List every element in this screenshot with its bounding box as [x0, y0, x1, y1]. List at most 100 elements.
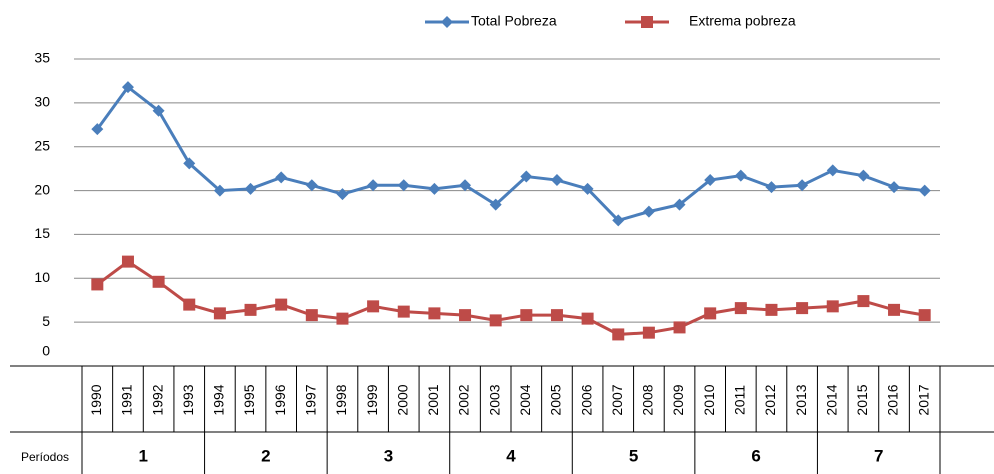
- point: [428, 307, 441, 320]
- x-tick-label: 2003: [486, 384, 502, 415]
- point: [765, 181, 778, 194]
- point: [397, 179, 410, 192]
- point: [305, 179, 318, 192]
- legend-label: Total Pobreza: [471, 13, 557, 29]
- x-tick-label: 1991: [119, 384, 135, 415]
- point: [459, 309, 472, 322]
- period-label: 5: [629, 446, 638, 465]
- x-tick-label: 2002: [456, 384, 472, 415]
- x-tick-label: 2011: [732, 385, 748, 415]
- point: [152, 104, 165, 117]
- point: [641, 16, 653, 28]
- point: [550, 174, 563, 187]
- point: [734, 169, 747, 182]
- point: [796, 179, 809, 192]
- point: [459, 179, 472, 192]
- point: [612, 214, 625, 227]
- point: [888, 303, 901, 316]
- point: [673, 198, 686, 211]
- point: [918, 309, 931, 322]
- period-label: 1: [139, 446, 148, 465]
- y-tick-label: 20: [34, 181, 50, 197]
- y-tick-label: 0: [42, 343, 50, 359]
- x-tick-label: 2009: [670, 384, 686, 415]
- point: [275, 171, 288, 184]
- point: [367, 300, 380, 313]
- series-line: [96, 84, 925, 223]
- x-tick-label: 2000: [394, 384, 410, 415]
- period-label: 4: [506, 446, 516, 465]
- point: [673, 321, 686, 334]
- x-tick-label: 2008: [640, 384, 656, 415]
- legend-label: Extrema pobreza: [689, 13, 796, 29]
- point: [734, 302, 747, 315]
- x-tick-label: 1994: [211, 384, 227, 415]
- point: [244, 182, 257, 195]
- x-tick-label: 1999: [364, 384, 380, 415]
- period-label: 6: [751, 446, 760, 465]
- point: [397, 305, 410, 318]
- point: [520, 309, 533, 322]
- x-tick-label: 1997: [303, 384, 319, 415]
- point: [91, 123, 104, 136]
- x-tick-label: 1995: [241, 384, 257, 415]
- point: [275, 298, 288, 311]
- point: [857, 169, 870, 182]
- series-line: [96, 259, 925, 336]
- point: [213, 184, 226, 197]
- x-tick-label: 2010: [701, 384, 717, 415]
- point: [918, 184, 931, 197]
- point: [642, 326, 655, 339]
- x-tick-label: 2007: [609, 384, 625, 415]
- point: [826, 164, 839, 177]
- x-tick-label: 2017: [915, 384, 931, 415]
- point: [441, 16, 453, 28]
- x-tick-label: 2006: [578, 384, 594, 415]
- point: [121, 81, 134, 94]
- y-tick-label: 10: [34, 269, 50, 285]
- point: [305, 309, 318, 322]
- point: [857, 295, 870, 308]
- y-tick-label: 30: [34, 94, 50, 110]
- point: [183, 157, 196, 170]
- x-tick-label: 1993: [180, 384, 196, 415]
- y-tick-label: 35: [34, 50, 50, 66]
- point: [489, 198, 502, 211]
- point: [520, 170, 533, 183]
- x-tick-label: 2016: [885, 384, 901, 415]
- x-tick-label: 2005: [548, 384, 564, 415]
- point: [489, 314, 502, 327]
- point: [826, 300, 839, 313]
- point: [121, 255, 134, 268]
- point: [336, 188, 349, 201]
- x-tick-label: 1996: [272, 384, 288, 415]
- point: [244, 303, 257, 316]
- x-tick-label: 2014: [823, 384, 839, 415]
- period-label: 7: [874, 446, 883, 465]
- x-tick-label: 2012: [762, 384, 778, 415]
- point: [642, 205, 655, 218]
- period-label: 3: [384, 446, 393, 465]
- x-tick-label: 2015: [854, 384, 870, 415]
- x-tick-label: 1992: [149, 384, 165, 415]
- point: [367, 179, 380, 192]
- point: [336, 312, 349, 325]
- period-label: 2: [261, 446, 270, 465]
- point: [704, 174, 717, 187]
- point: [796, 302, 809, 315]
- point: [91, 278, 104, 291]
- point: [183, 298, 196, 311]
- point: [581, 312, 594, 325]
- y-tick-label: 15: [34, 225, 50, 241]
- point: [765, 303, 778, 316]
- point: [428, 182, 441, 195]
- y-tick-label: 25: [34, 137, 50, 153]
- periods-label: Períodos: [21, 450, 69, 464]
- x-tick-label: 1998: [333, 384, 349, 415]
- point: [612, 328, 625, 341]
- point: [704, 307, 717, 320]
- point: [550, 309, 563, 322]
- point: [213, 307, 226, 320]
- x-tick-label: 2001: [425, 384, 441, 415]
